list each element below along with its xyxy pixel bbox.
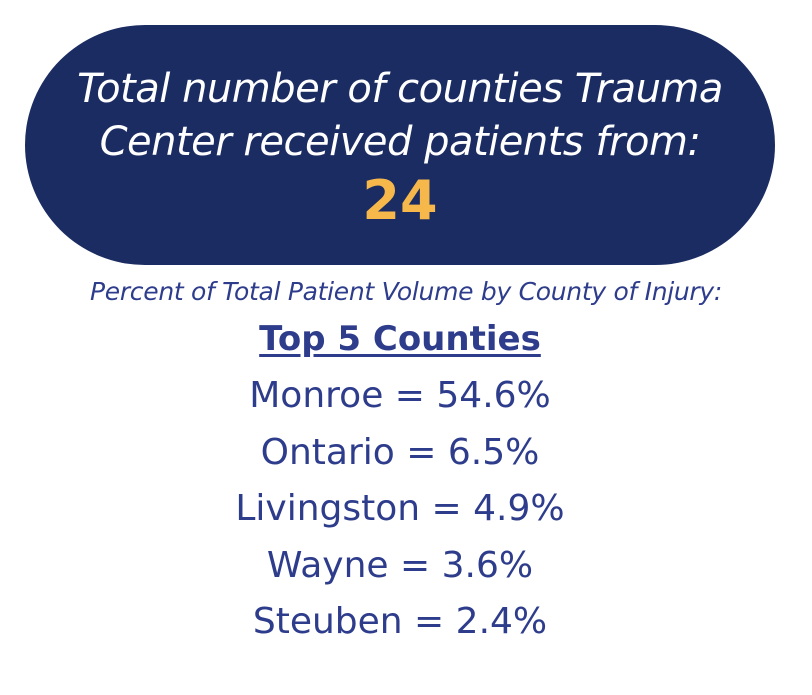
- county-count-banner: Total number of counties Trauma Center r…: [25, 25, 775, 265]
- top-counties-list: Monroe = 54.6% Ontario = 6.5% Livingston…: [0, 368, 800, 651]
- volume-subtitle: Percent of Total Patient Volume by Count…: [89, 277, 723, 306]
- county-item-wayne: Wayne = 3.6%: [266, 544, 534, 586]
- banner-line-2: Center received patients from:: [99, 119, 701, 165]
- top-counties-heading: Top 5 Counties: [259, 319, 541, 359]
- county-item-ontario: Ontario = 6.5%: [260, 431, 540, 473]
- county-item-livingston: Livingston = 4.9%: [235, 488, 565, 529]
- county-item-steuben: Steuben = 2.4%: [252, 601, 548, 642]
- banner-line-1: Total number of counties Trauma: [77, 66, 723, 112]
- county-item-monroe: Monroe = 54.6%: [249, 375, 551, 416]
- county-count-value: 24: [362, 169, 438, 232]
